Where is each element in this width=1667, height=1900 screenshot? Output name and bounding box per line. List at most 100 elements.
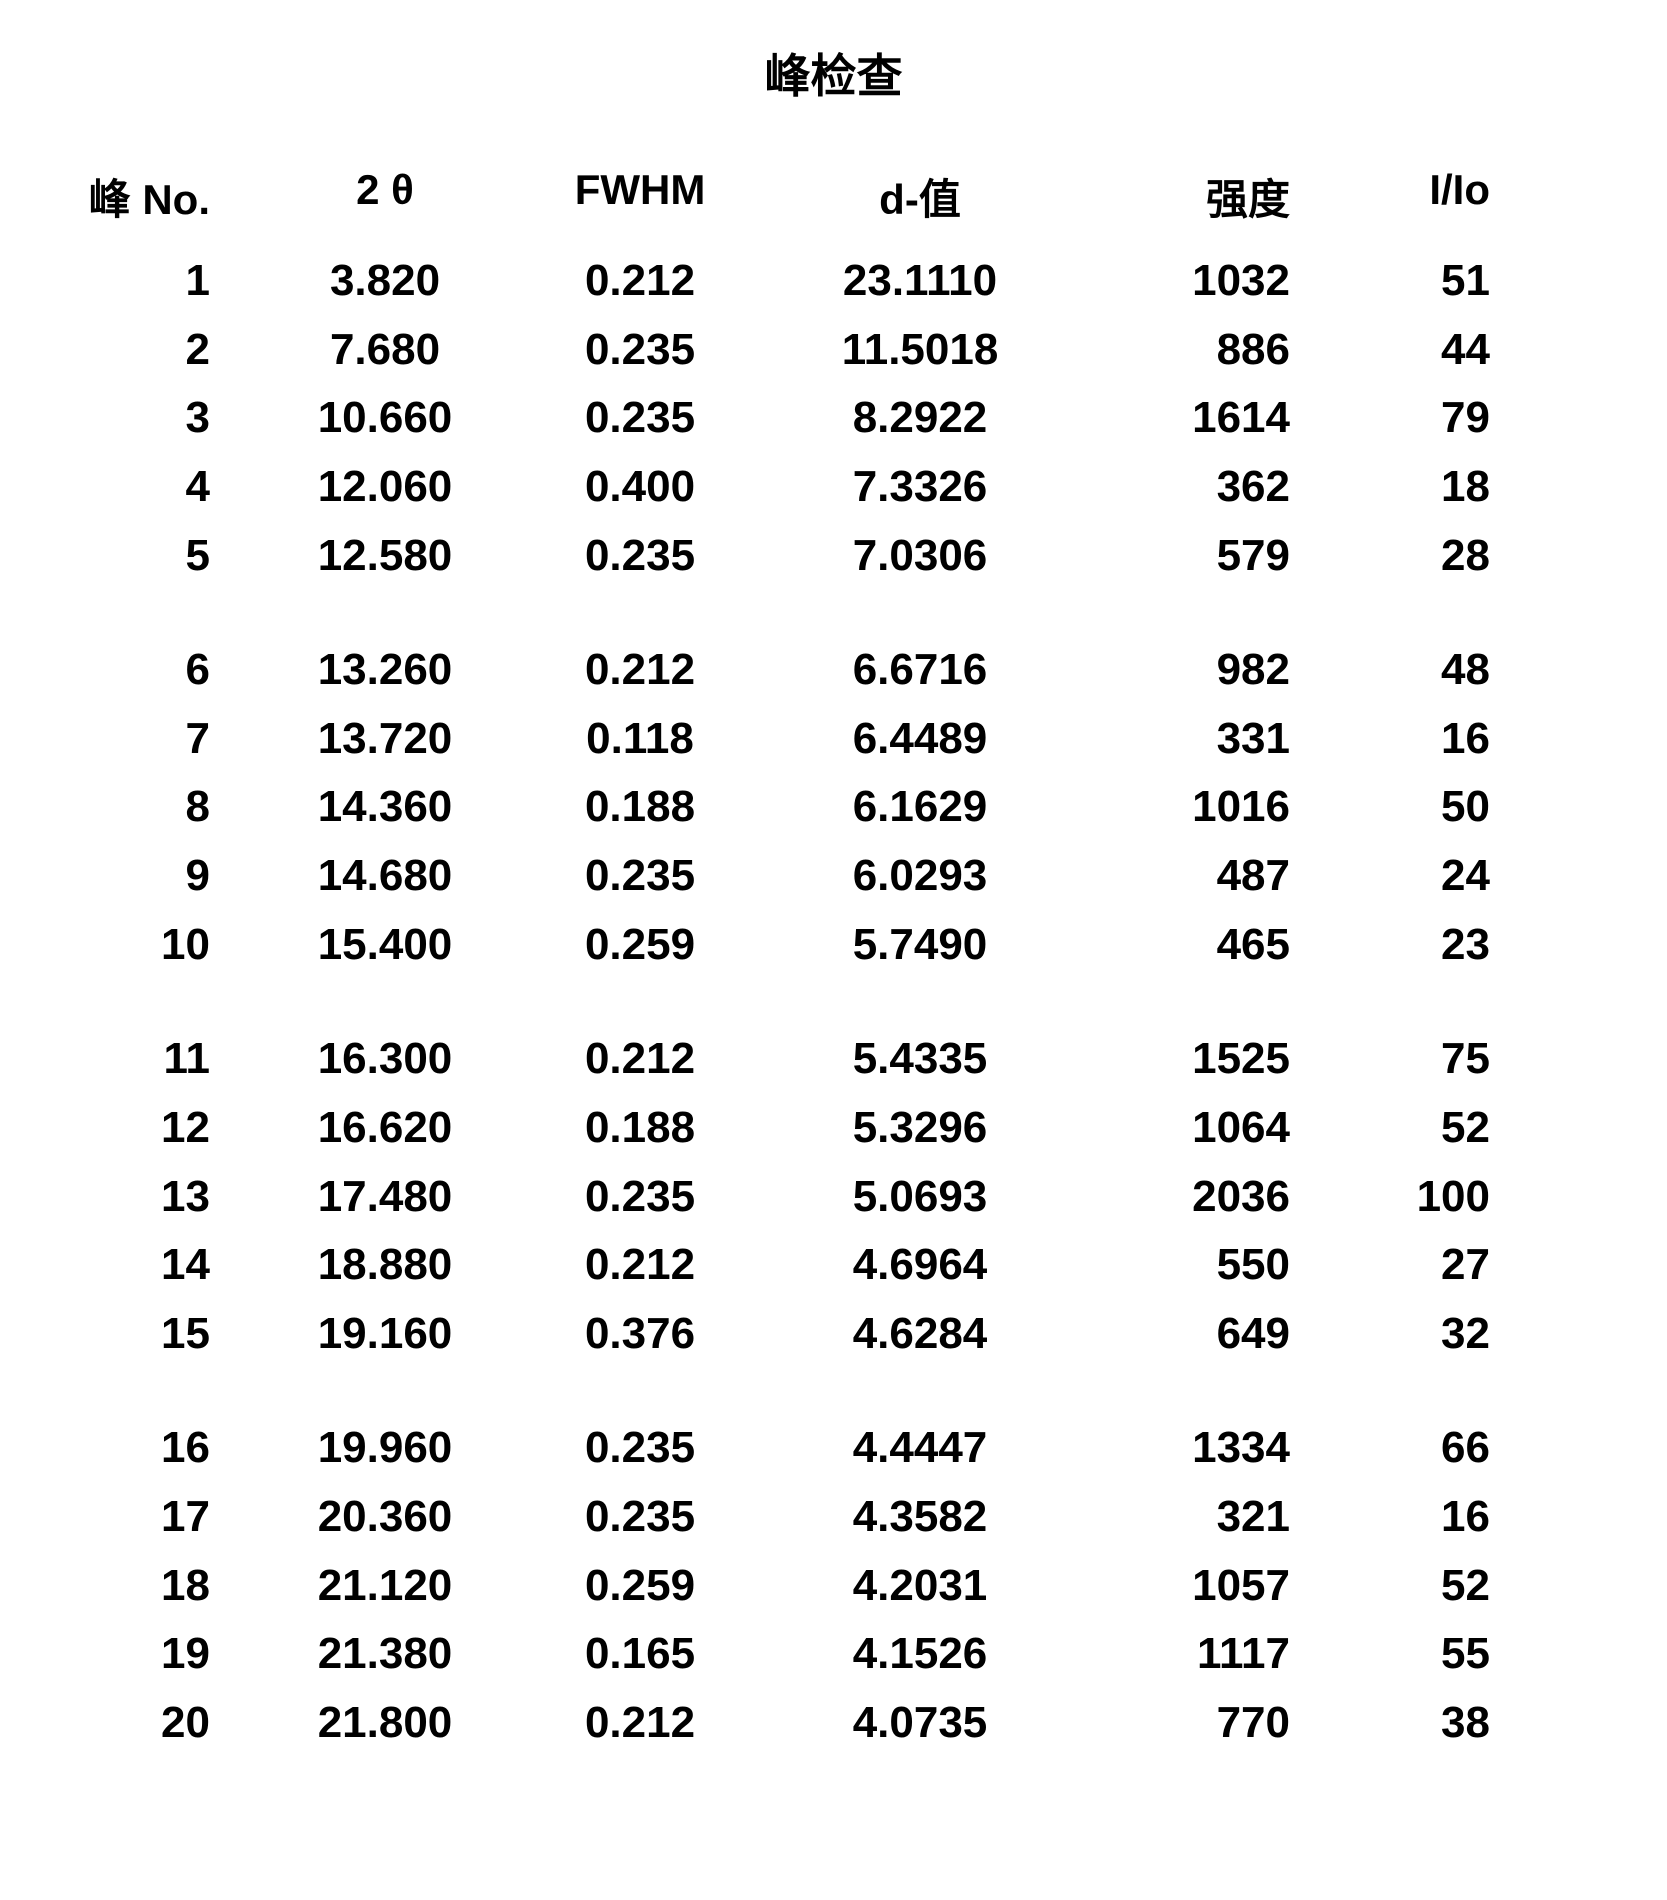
cell-i-io: 55 [1350,1620,1520,1689]
cell-i-io: 28 [1350,522,1520,591]
cell-fwhm: 0.118 [510,705,770,774]
cell-two-theta: 17.480 [260,1163,510,1232]
cell-fwhm: 0.212 [510,636,770,705]
cell-intensity: 886 [1070,316,1350,385]
cell-fwhm: 0.165 [510,1620,770,1689]
header-two-theta: 2 θ [260,166,510,227]
cell-i-io: 79 [1350,384,1520,453]
cell-fwhm: 0.212 [510,247,770,316]
cell-i-io: 50 [1350,773,1520,842]
cell-intensity: 649 [1070,1300,1350,1369]
header-i-io: I/Io [1350,166,1520,227]
header-d-value: d-值 [770,166,1070,227]
cell-i-io: 16 [1350,705,1520,774]
table-row: 713.7200.1186.448933116 [80,705,1587,774]
cell-d-value: 4.6964 [770,1231,1070,1300]
cell-intensity: 2036 [1070,1163,1350,1232]
header-intensity: 强度 [1070,166,1350,227]
cell-intensity: 1334 [1070,1414,1350,1483]
table-row: 1216.6200.1885.3296106452 [80,1094,1587,1163]
cell-peak-no: 12 [80,1094,260,1163]
cell-fwhm: 0.235 [510,1163,770,1232]
table-row: 814.3600.1886.1629101650 [80,773,1587,842]
cell-d-value: 8.2922 [770,384,1070,453]
cell-peak-no: 15 [80,1300,260,1369]
cell-peak-no: 13 [80,1163,260,1232]
cell-d-value: 6.1629 [770,773,1070,842]
cell-peak-no: 11 [80,1025,260,1094]
cell-fwhm: 0.235 [510,1483,770,1552]
cell-intensity: 1016 [1070,773,1350,842]
cell-intensity: 321 [1070,1483,1350,1552]
cell-peak-no: 10 [80,911,260,980]
cell-i-io: 32 [1350,1300,1520,1369]
table-row: 1418.8800.2124.696455027 [80,1231,1587,1300]
cell-two-theta: 16.620 [260,1094,510,1163]
table-row: 1720.3600.2354.358232116 [80,1483,1587,1552]
cell-two-theta: 16.300 [260,1025,510,1094]
cell-i-io: 66 [1350,1414,1520,1483]
cell-i-io: 75 [1350,1025,1520,1094]
cell-d-value: 4.2031 [770,1552,1070,1621]
cell-fwhm: 0.212 [510,1025,770,1094]
cell-intensity: 465 [1070,911,1350,980]
cell-d-value: 4.4447 [770,1414,1070,1483]
page-title: 峰检查 [80,40,1587,106]
header-peak-no: 峰 No. [80,166,260,227]
cell-fwhm: 0.212 [510,1231,770,1300]
cell-fwhm: 0.235 [510,316,770,385]
table-row: 27.6800.23511.501888644 [80,316,1587,385]
cell-two-theta: 21.120 [260,1552,510,1621]
cell-d-value: 5.3296 [770,1094,1070,1163]
cell-peak-no: 20 [80,1689,260,1758]
cell-two-theta: 21.800 [260,1689,510,1758]
cell-intensity: 1525 [1070,1025,1350,1094]
cell-d-value: 5.4335 [770,1025,1070,1094]
cell-i-io: 44 [1350,316,1520,385]
cell-d-value: 5.0693 [770,1163,1070,1232]
cell-peak-no: 3 [80,384,260,453]
cell-i-io: 16 [1350,1483,1520,1552]
cell-d-value: 6.4489 [770,705,1070,774]
table-row: 2021.8000.2124.073577038 [80,1689,1587,1758]
table-row: 914.6800.2356.029348724 [80,842,1587,911]
cell-d-value: 4.0735 [770,1689,1070,1758]
table-body: 13.8200.21223.111010325127.6800.23511.50… [80,247,1587,1758]
cell-two-theta: 14.360 [260,773,510,842]
table-row: 1619.9600.2354.4447133466 [80,1414,1587,1483]
cell-two-theta: 14.680 [260,842,510,911]
cell-fwhm: 0.235 [510,1414,770,1483]
cell-two-theta: 12.060 [260,453,510,522]
cell-peak-no: 6 [80,636,260,705]
cell-fwhm: 0.235 [510,522,770,591]
cell-fwhm: 0.188 [510,773,770,842]
cell-fwhm: 0.259 [510,911,770,980]
cell-peak-no: 1 [80,247,260,316]
cell-d-value: 5.7490 [770,911,1070,980]
cell-fwhm: 0.212 [510,1689,770,1758]
cell-i-io: 18 [1350,453,1520,522]
cell-peak-no: 7 [80,705,260,774]
cell-d-value: 7.3326 [770,453,1070,522]
table-row-group: 613.2600.2126.671698248713.7200.1186.448… [80,636,1587,979]
table-row: 1116.3000.2125.4335152575 [80,1025,1587,1094]
cell-two-theta: 7.680 [260,316,510,385]
cell-peak-no: 14 [80,1231,260,1300]
cell-intensity: 1057 [1070,1552,1350,1621]
table-row: 310.6600.2358.2922161479 [80,384,1587,453]
cell-intensity: 362 [1070,453,1350,522]
cell-intensity: 1032 [1070,247,1350,316]
cell-intensity: 1614 [1070,384,1350,453]
cell-two-theta: 3.820 [260,247,510,316]
cell-i-io: 51 [1350,247,1520,316]
cell-peak-no: 4 [80,453,260,522]
cell-two-theta: 12.580 [260,522,510,591]
cell-intensity: 1064 [1070,1094,1350,1163]
cell-peak-no: 2 [80,316,260,385]
cell-d-value: 7.0306 [770,522,1070,591]
cell-i-io: 24 [1350,842,1520,911]
header-fwhm: FWHM [510,166,770,227]
peak-table: 峰 No. 2 θ FWHM d-值 强度 I/Io 13.8200.21223… [80,166,1587,1758]
cell-i-io: 100 [1350,1163,1520,1232]
table-row: 613.2600.2126.671698248 [80,636,1587,705]
